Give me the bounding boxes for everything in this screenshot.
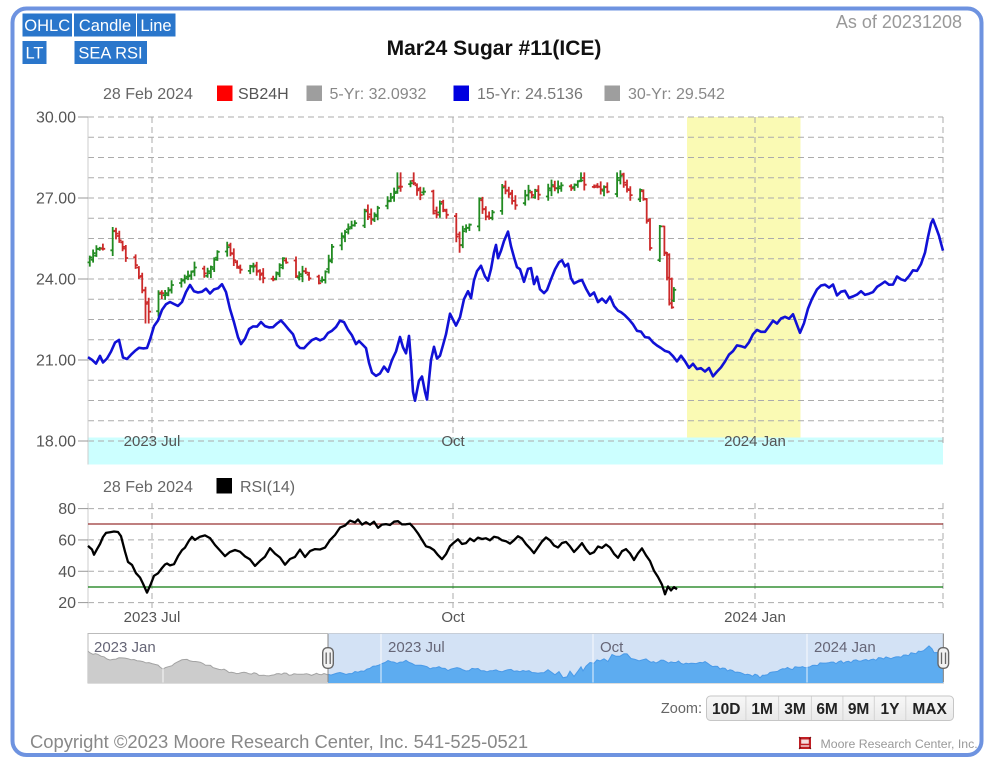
svg-text:30.00: 30.00 [36,110,76,127]
svg-text:5-Yr: 32.0932: 5-Yr: 32.0932 [330,86,427,103]
svg-text:RSI(14): RSI(14) [240,479,295,496]
svg-text:2024 Jan: 2024 Jan [724,433,786,450]
svg-text:60: 60 [58,532,76,549]
svg-text:LT: LT [25,45,43,63]
svg-text:21.00: 21.00 [36,353,76,370]
svg-text:SB24H: SB24H [238,86,289,103]
svg-text:80: 80 [58,501,76,518]
svg-text:OHLC: OHLC [24,17,70,35]
svg-text:Oct: Oct [600,639,624,656]
svg-text:MAX: MAX [912,701,947,718]
svg-text:As of 20231208: As of 20231208 [836,12,962,32]
svg-text:18.00: 18.00 [36,434,76,451]
svg-text:2023 Jan: 2023 Jan [94,639,156,656]
svg-text:Oct: Oct [441,433,465,450]
svg-text:SEA RSI: SEA RSI [78,45,142,63]
svg-text:27.00: 27.00 [36,191,76,208]
svg-text:9M: 9M [848,701,870,718]
svg-text:2024 Jan: 2024 Jan [724,609,786,626]
svg-text:15-Yr: 24.5136: 15-Yr: 24.5136 [477,86,583,103]
svg-text:Line: Line [140,17,171,35]
svg-text:2023 Jul: 2023 Jul [124,433,181,450]
svg-text:Oct: Oct [441,609,465,626]
svg-text:Moore Research Center, Inc.: Moore Research Center, Inc. [821,737,978,751]
svg-text:6M: 6M [816,701,838,718]
svg-text:20: 20 [58,595,76,612]
svg-text:2023 Jul: 2023 Jul [124,609,181,626]
svg-text:Zoom:: Zoom: [661,701,702,717]
svg-text:1M: 1M [751,701,773,718]
svg-text:24.00: 24.00 [36,272,76,289]
svg-text:2024 Jan: 2024 Jan [814,639,876,656]
svg-text:1Y: 1Y [881,701,901,718]
svg-text:28 Feb 2024: 28 Feb 2024 [103,86,193,103]
svg-text:40: 40 [58,564,76,581]
svg-text:28 Feb 2024: 28 Feb 2024 [103,479,193,496]
svg-text:3M: 3M [784,701,806,718]
svg-text:10D: 10D [712,701,740,718]
svg-text:Copyright ©2023 Moore Research: Copyright ©2023 Moore Research Center, I… [30,731,528,752]
svg-text:Mar24 Sugar #11(ICE): Mar24 Sugar #11(ICE) [387,37,602,60]
svg-text:2023 Jul: 2023 Jul [388,639,445,656]
svg-text:30-Yr: 29.542: 30-Yr: 29.542 [628,86,725,103]
svg-text:Candle: Candle [79,17,131,35]
